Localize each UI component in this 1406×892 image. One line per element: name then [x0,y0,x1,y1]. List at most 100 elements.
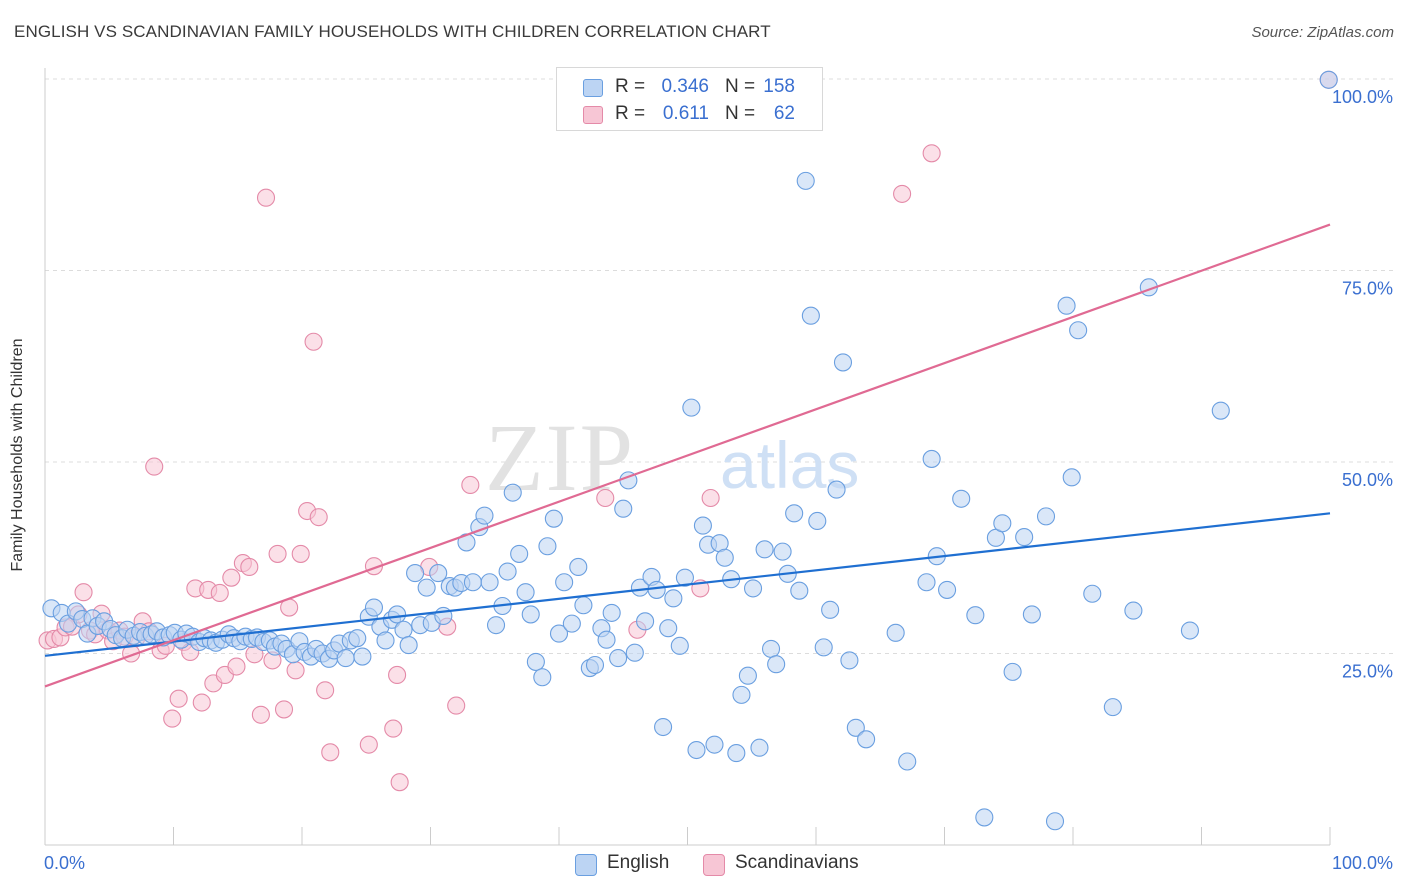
english-point [993,514,1012,533]
english-point [743,579,763,598]
correlation-legend: R = 0.346 N = 158 R = 0.611 N = 62 [556,67,823,131]
english-point [486,616,506,635]
english-point [790,581,809,600]
english-point [840,651,859,670]
english-point [1083,584,1102,603]
legend-n-value: 158 [763,76,795,97]
english-point [727,744,746,763]
y-tick-label: 100.0% [1332,87,1393,107]
english-point [569,557,588,576]
scandinavians-point [251,705,270,724]
scandinavians-point [304,332,323,351]
scandinavians-point [222,568,241,587]
english-trend-line [44,512,1331,657]
scandinavians-point [596,488,615,508]
english-point [549,624,569,643]
english-point [1062,468,1081,487]
english-point [705,735,724,754]
source-label: Source: ZipAtlas.com [1251,24,1394,41]
english-point [767,655,786,674]
series-legend: English Scandinavians [0,852,1406,878]
scandinavians-point [240,557,259,576]
english-point [609,649,628,668]
scandinavians-point [447,696,466,715]
legend-r-label: R = [615,76,646,97]
english-point [761,639,781,658]
scandinavians-point [286,661,305,680]
english-point [1057,296,1076,315]
tick-labels: 25.0% 50.0% 75.0% 100.0% 0.0% 100.0% [44,87,1393,873]
legend-n-label: N = [725,103,756,124]
english-point [898,752,917,771]
axes [44,68,1331,846]
english-point [796,171,815,190]
scandinavians-point [227,657,246,676]
scandinavians-point [145,457,164,476]
english-point [406,564,425,583]
scandinavians-legend-swatch[interactable] [703,854,725,876]
legend-row-english: R = 0.346 N = 158 [557,76,822,102]
y-tick-label: 50.0% [1342,470,1393,490]
english-point [738,666,757,685]
english-point [376,631,395,650]
english-point [670,636,689,655]
scandinavians-trend-line [44,223,1331,688]
scandinavians-point [384,719,403,738]
scandinavians-point [701,488,720,508]
english-point [922,449,941,468]
english-point [886,623,905,642]
english-point [785,504,804,523]
english-points [42,70,1338,831]
english-point [625,643,644,662]
english-point [846,718,865,737]
english-point [417,578,436,597]
english-point [336,649,355,668]
english-point [917,573,936,592]
english-legend-swatch[interactable] [575,854,597,876]
english-point [475,506,494,525]
watermark: ZIP atlas [485,404,859,511]
english-point [1103,698,1122,717]
scandinavians-point [169,689,188,708]
english-point [602,603,621,622]
scandinavians-point [893,184,912,203]
x-tick-label: 0.0% [44,853,85,873]
english-point [675,568,694,587]
y-tick-label: 25.0% [1342,662,1393,682]
english-point [1069,321,1088,340]
scandinavians-point [192,693,211,712]
english-point [827,480,846,499]
trend-lines [44,223,1331,688]
scandinavians-point [461,475,480,495]
scandinavians-point [321,743,340,762]
scandinavians-point [291,544,310,563]
english-point [1036,507,1056,526]
legend-r-label: R = [615,103,646,124]
english-point [682,398,701,417]
english-legend-label[interactable]: English [607,852,670,873]
english-point [614,499,633,518]
english-point [773,542,792,561]
scandinavians-legend-label[interactable]: Scandinavians [735,852,859,873]
legend-r-value: 0.611 [662,103,709,124]
scandinavians-point [390,773,409,792]
english-point [1180,621,1199,640]
english-point [975,808,994,827]
english-point [388,605,407,624]
english-point [750,738,769,757]
english-point [687,740,706,760]
english-point [821,600,840,619]
english-point [966,606,985,625]
scandinavians-point [163,709,182,728]
legend-n-label: N = [725,76,756,97]
english-point [1003,662,1022,681]
scandinavians-point [274,700,294,719]
english-point [498,562,517,581]
english-point [636,612,655,631]
english-point [693,516,712,535]
scandinavians-point [309,508,328,527]
english-point [833,353,853,372]
english-point [857,730,876,749]
english-point [1045,812,1065,831]
english-point [544,509,563,528]
